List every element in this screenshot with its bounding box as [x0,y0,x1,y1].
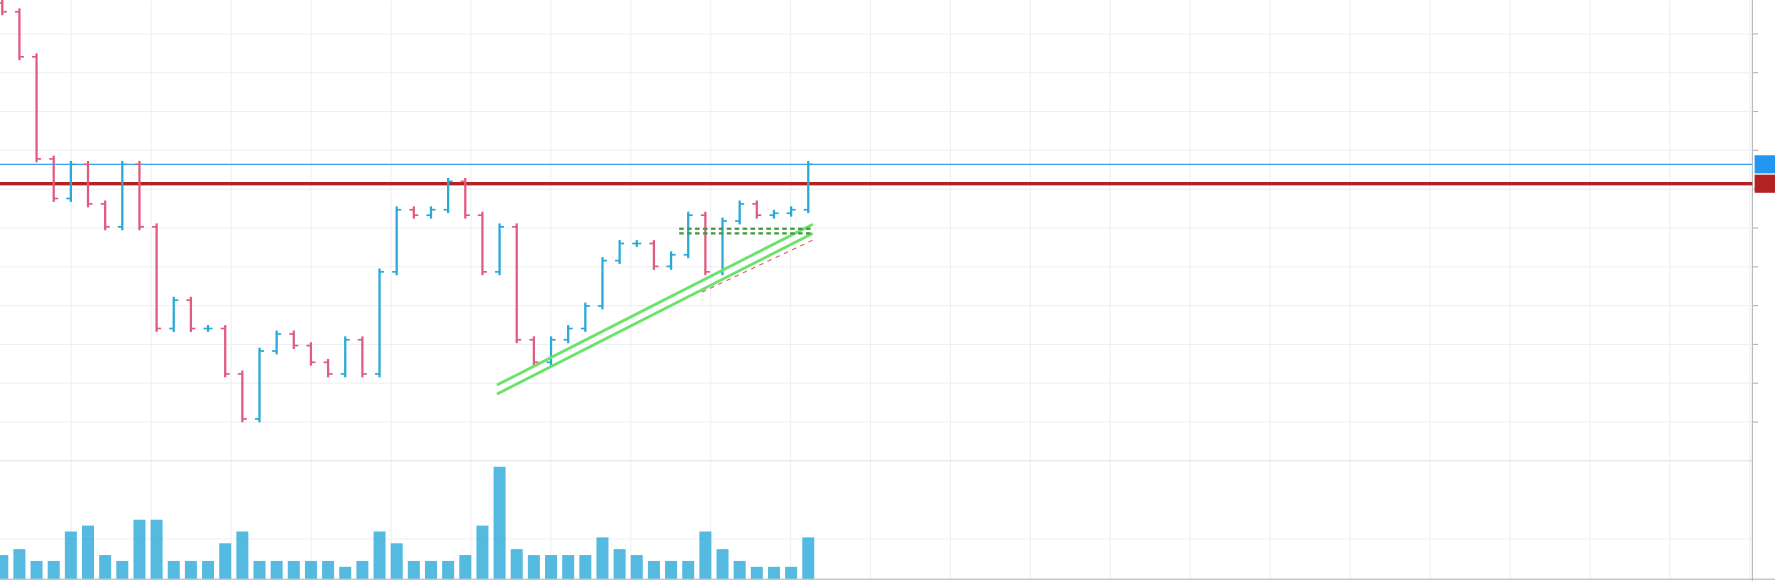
volume-bar [527,555,540,579]
volume-bar [13,549,26,579]
volume-bar [356,560,369,579]
volume-bar [390,543,403,579]
volume-bar [493,466,506,579]
volume-bar [339,566,352,579]
volume-bar [30,560,43,579]
volume-bar [167,560,180,579]
volume-bar [133,519,146,579]
volume-bar [665,560,678,579]
volume-bar [545,555,558,579]
volume-bar [424,560,437,579]
volume-bar [682,560,695,579]
volume-bar [184,560,197,579]
trend-line [496,232,814,396]
volume-bar [0,555,9,579]
volume-bar [802,537,815,579]
volume-bar [219,543,232,579]
volume-bar [82,525,95,579]
price-level-label [1754,174,1775,193]
volume-bar [596,537,609,579]
volume-bar [64,531,77,579]
volume-bar [699,531,712,579]
vertical-grid [70,0,1751,579]
volume-bar [510,549,523,579]
volume-bar [476,525,489,579]
volume-bar [270,560,283,579]
volume-bar [459,555,472,579]
volume-bar [253,560,266,579]
volume-bar [322,560,335,579]
volume-bar [287,560,300,579]
volume-bar [47,560,60,579]
volume-bar [373,531,386,579]
volume-bar [562,555,575,579]
drawings [496,223,814,396]
volume-bar [407,560,420,579]
price-level-label [1754,155,1775,174]
volume-bar [304,560,317,579]
volume-bar [716,549,729,579]
volume-bar [647,560,660,579]
volume-bar [785,566,798,579]
volume-bar [116,560,129,579]
volume-bar [613,549,626,579]
volume-bar [630,555,643,579]
dashed-line [701,239,814,293]
volume-bar [150,519,163,579]
volume-bar [236,531,249,579]
volume-bar [99,555,112,579]
volume-bar [750,566,763,579]
volume-bar [579,555,592,579]
trend-line [496,223,814,387]
volume-bar [442,560,455,579]
volume-bar [202,560,215,579]
volume-bar [767,566,780,579]
volume-bar [733,560,746,579]
